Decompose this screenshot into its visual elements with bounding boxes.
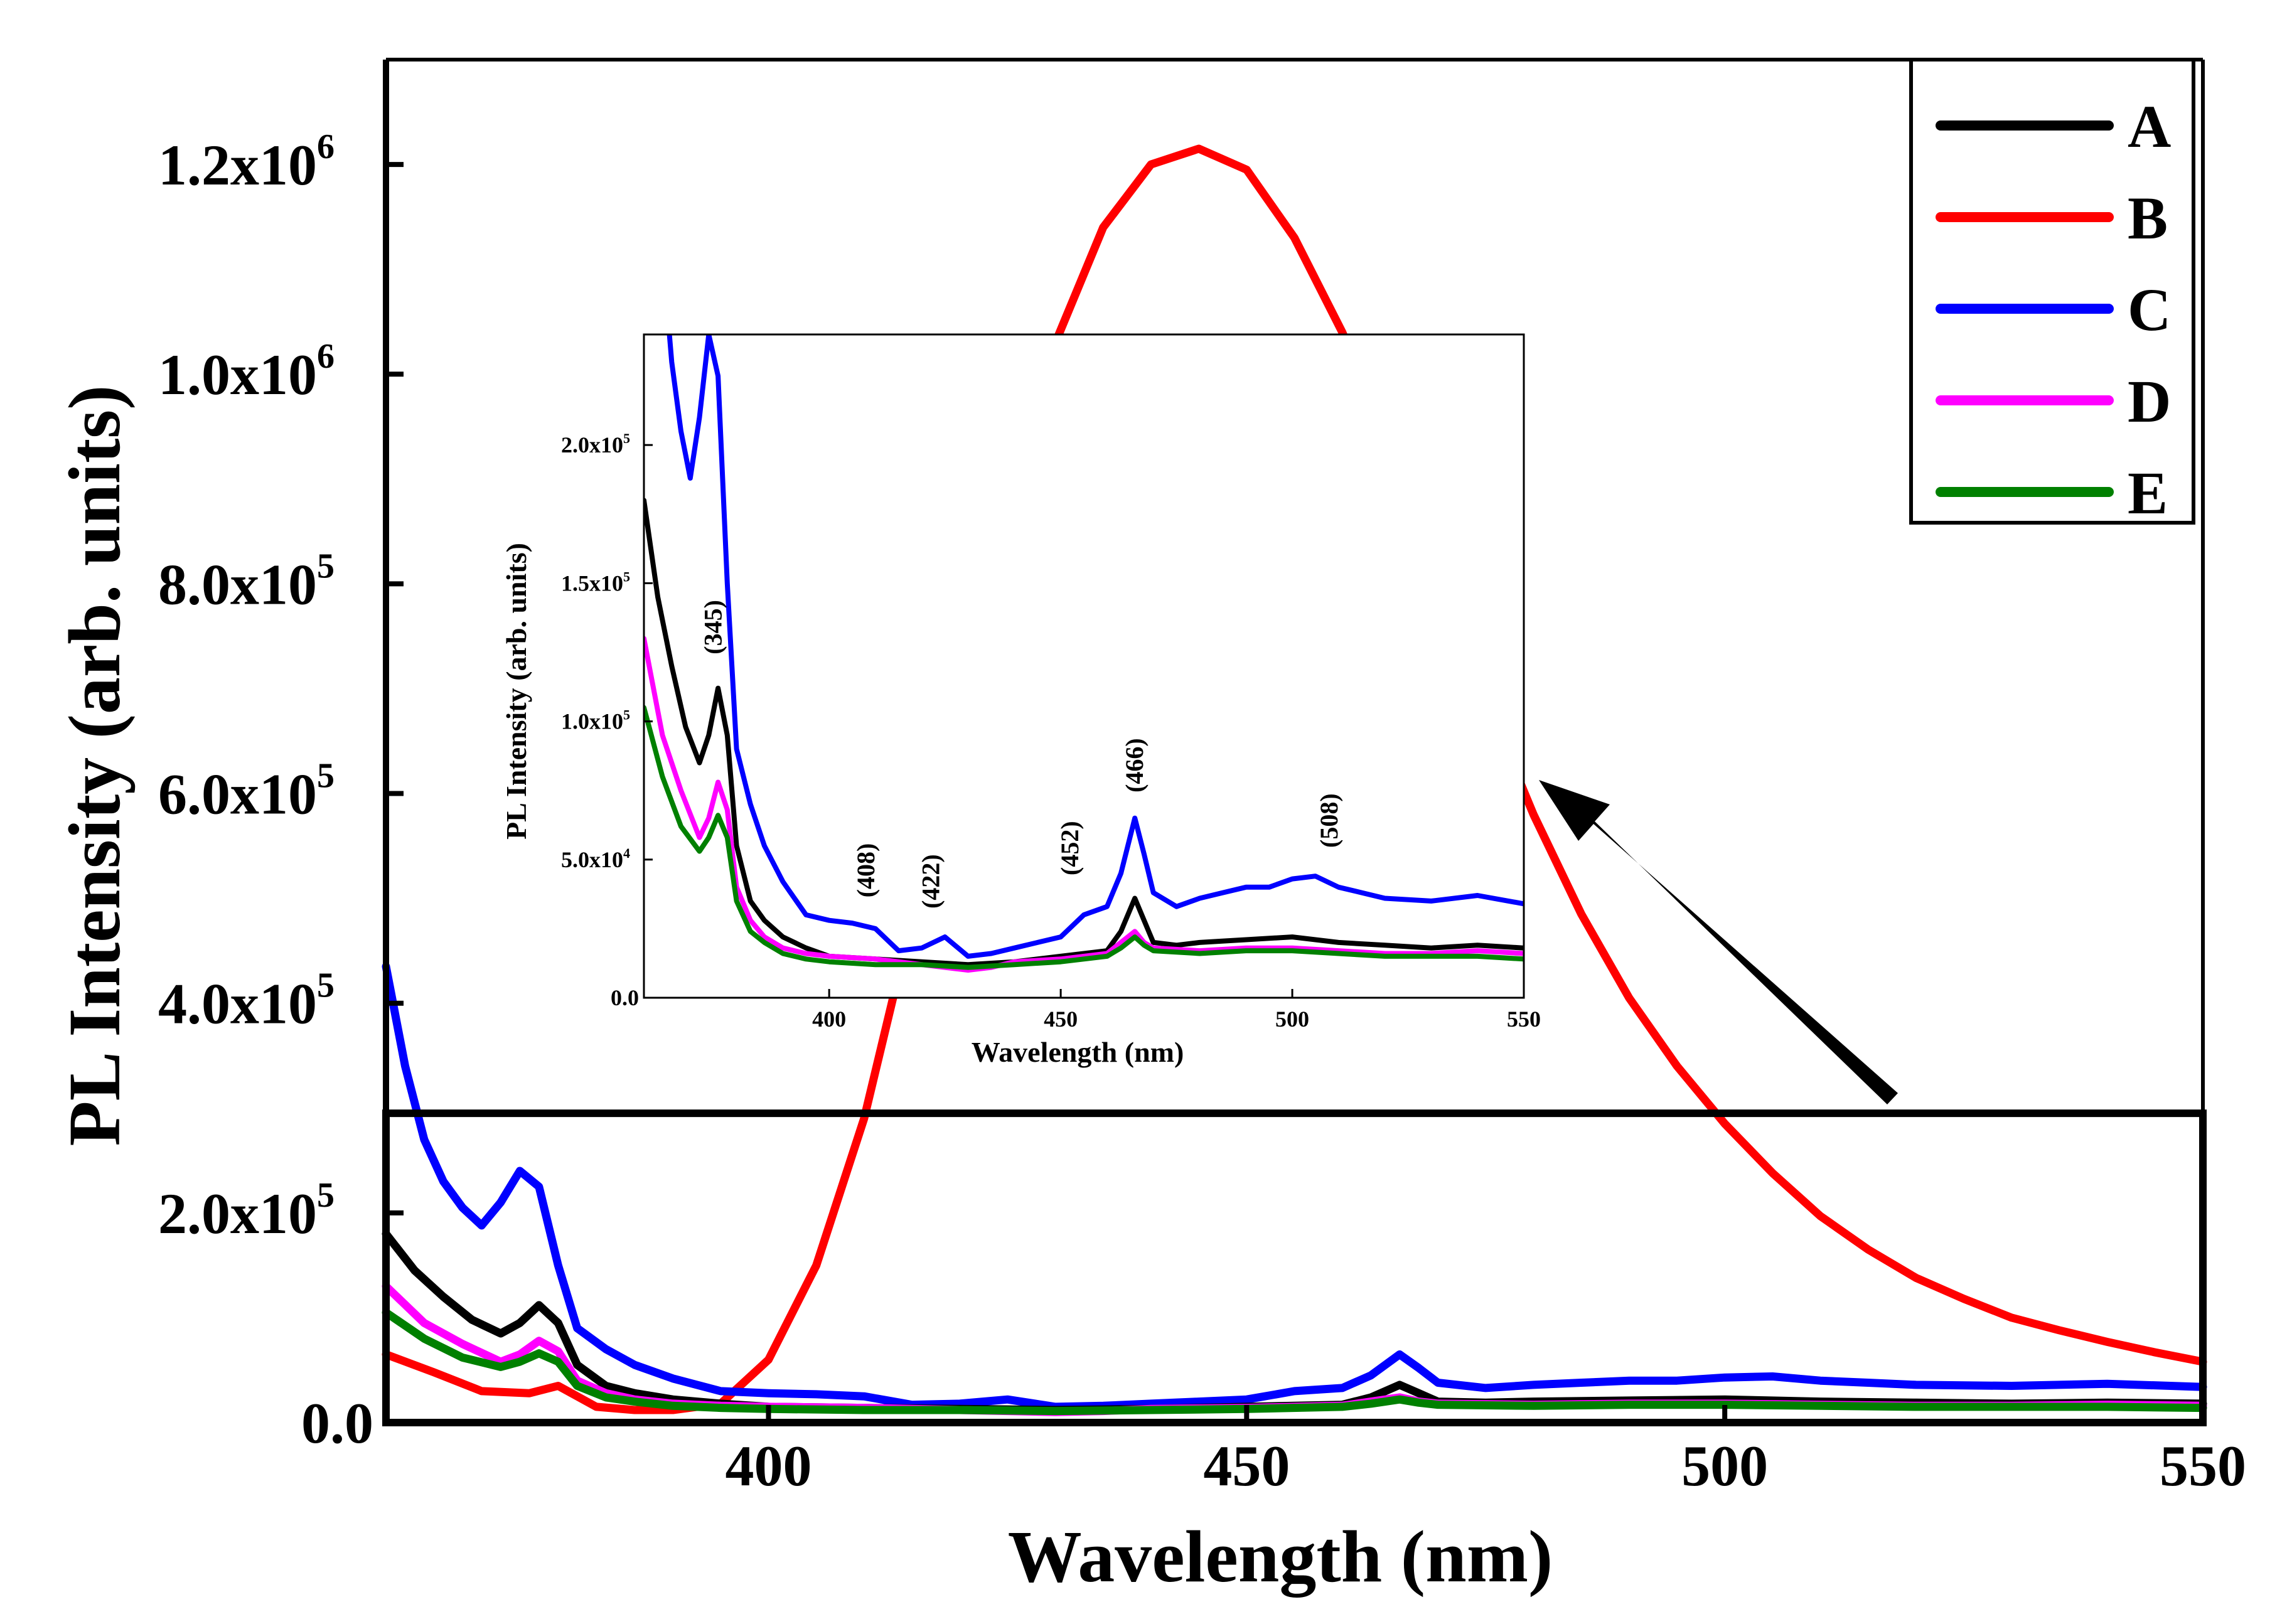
zoom-arrow (1539, 780, 1898, 1104)
inset-y-tick-label: 2.0x105 (561, 430, 630, 457)
inset-x-tick-label: 400 (812, 1007, 846, 1032)
legend-label-d: D (2128, 368, 2171, 435)
main-x-tick-label: 400 (725, 1434, 811, 1498)
inset-series-layer (644, 334, 1524, 973)
main-y-tick-label: 1.2x106 (158, 127, 335, 197)
main-y-axis-label: PL Intensity (arb. units) (53, 385, 136, 1146)
series-line-e (382, 1308, 2207, 1416)
main-plot-frame (383, 58, 2205, 1426)
main-x-tick-label: 450 (1203, 1434, 1290, 1498)
peak-annotation: (422) (917, 854, 945, 909)
inset-x-axis-label: Wavelength (nm) (972, 1036, 1184, 1068)
main-y-tick-label: 1.0x106 (158, 337, 335, 407)
inset-series-line-d (644, 636, 1524, 973)
legend-label-c: C (2128, 276, 2171, 343)
peak-annotation: (508) (1315, 793, 1343, 848)
main-y-tick-label: 4.0x105 (158, 966, 335, 1036)
inset-frame (643, 333, 1525, 999)
inset-x-tick-label: 450 (1044, 1007, 1078, 1032)
inset-y-tick-label: 1.0x105 (561, 707, 630, 734)
main-x-axis-label: Wavelength (nm) (1008, 1515, 1553, 1598)
main-y-tick-label: 6.0x105 (158, 757, 335, 826)
peak-annotation: (452) (1056, 821, 1084, 875)
inset-background (644, 334, 1524, 998)
main-x-tick-label: 500 (1681, 1434, 1768, 1498)
inset-y-tick-label: 0.0 (611, 985, 639, 1010)
inset-x-tick-label: 550 (1507, 1007, 1541, 1032)
peak-annotation: (466) (1120, 738, 1149, 793)
inset-chart: 400 450 500 550 0.0 5.0x104 1.0x105 1.5x105 2.0x… (500, 333, 1541, 1068)
legend-label-a: A (2128, 93, 2171, 160)
inset-series-line-a (644, 498, 1524, 968)
main-y-axis: 0.0 2.0x105 4.0x105 6.0x105 8.0x105 1.0x106 1.… (158, 127, 404, 1455)
inset-series-line-c (667, 334, 1524, 959)
legend-box (1909, 58, 2195, 525)
main-y-tick-label: 2.0x105 (158, 1176, 335, 1246)
main-series-layer (382, 144, 2207, 1416)
inset-series-line-e (644, 705, 1524, 970)
inset-y-tick-label: 1.5x105 (561, 569, 630, 596)
series-line-c (382, 962, 2207, 1411)
peak-annotation: (345) (699, 600, 727, 654)
legend-label-b: B (2128, 184, 2168, 252)
main-x-axis: 400 450 500 550 (725, 1405, 2246, 1498)
peak-annotation: (408) (852, 843, 880, 898)
inset-y-axis-label: PL Intensity (arb. units) (500, 543, 532, 840)
legend-label-e: E (2128, 459, 2168, 526)
inset-x-tick-label: 500 (1275, 1007, 1309, 1032)
inset-y-tick-label: 5.0x104 (561, 845, 630, 872)
series-line-b (382, 144, 2207, 1414)
main-y-tick-label: 0.0 (301, 1391, 373, 1455)
main-x-tick-label: 550 (2160, 1434, 2246, 1498)
main-y-tick-label: 8.0x105 (158, 547, 335, 616)
